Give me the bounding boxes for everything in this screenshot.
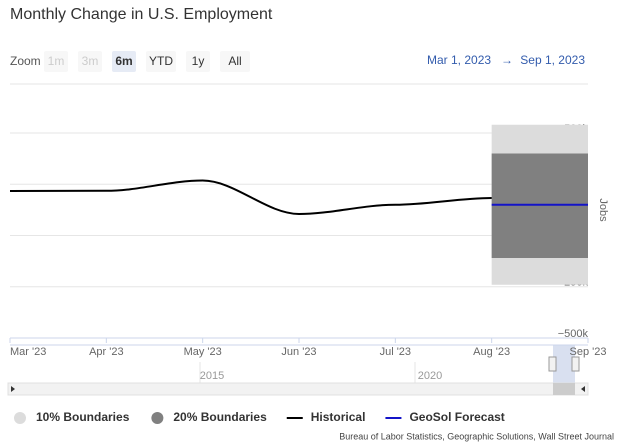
scrollbar-track[interactable] bbox=[7, 382, 589, 396]
legend-label[interactable]: Historical bbox=[311, 410, 366, 424]
navigator-label: 2015 bbox=[200, 370, 224, 382]
date-from[interactable]: Mar 1, 2023 bbox=[427, 53, 491, 67]
x-tick-label: May '23 bbox=[184, 346, 222, 358]
x-tick-label: Aug '23 bbox=[473, 346, 510, 358]
zoom-button bbox=[44, 51, 68, 72]
x-tick-label: Sep '23 bbox=[570, 346, 607, 358]
chart-title: Monthly Change in U.S. Employment bbox=[10, 6, 273, 23]
boundary-area bbox=[491, 153, 588, 259]
y-tick-label: −500k bbox=[558, 328, 589, 340]
zoom-button-label: 3m bbox=[82, 54, 99, 68]
zoom-button-label: All bbox=[228, 54, 241, 68]
zoom-button bbox=[78, 51, 102, 72]
zoom-label: Zoom bbox=[10, 54, 41, 68]
scrollbar-thumb[interactable] bbox=[553, 383, 575, 395]
x-tick-label: Jun '23 bbox=[281, 346, 316, 358]
navigator-label: 2020 bbox=[418, 370, 442, 382]
scroll-right[interactable] bbox=[581, 386, 585, 392]
x-tick-label: Jul '23 bbox=[380, 346, 411, 358]
legend-label[interactable]: 20% Boundaries bbox=[173, 410, 267, 424]
navigator-handle[interactable] bbox=[548, 356, 557, 372]
zoom-button-label: 1y bbox=[192, 54, 205, 68]
navigator-handle[interactable] bbox=[571, 356, 580, 372]
zoom-button[interactable] bbox=[146, 51, 176, 72]
x-tick-label: Apr '23 bbox=[89, 346, 124, 358]
legend-symbol bbox=[14, 412, 26, 424]
source: Bureau of Labor Statistics, Geographic S… bbox=[339, 431, 614, 441]
legend-symbol bbox=[151, 412, 164, 424]
zoom-button-label: YTD bbox=[149, 54, 173, 68]
date-to[interactable]: Sep 1, 2023 bbox=[520, 53, 585, 67]
legend-label[interactable]: GeoSol Forecast bbox=[409, 410, 504, 424]
x-tick-label: Mar '23 bbox=[10, 346, 46, 358]
zoom-button[interactable] bbox=[112, 51, 136, 72]
y-axis-title: Jobs bbox=[597, 198, 609, 222]
series-line bbox=[9, 179, 492, 215]
navigator-selection[interactable] bbox=[553, 345, 575, 383]
zoom-button-label: 1m bbox=[48, 54, 65, 68]
zoom-button-label: 6m bbox=[115, 54, 132, 68]
date-separator: → bbox=[501, 53, 513, 67]
scroll-left[interactable] bbox=[11, 386, 15, 392]
zoom-button[interactable] bbox=[220, 51, 250, 72]
legend-label[interactable]: 10% Boundaries bbox=[36, 410, 130, 424]
zoom-button[interactable] bbox=[186, 51, 210, 72]
